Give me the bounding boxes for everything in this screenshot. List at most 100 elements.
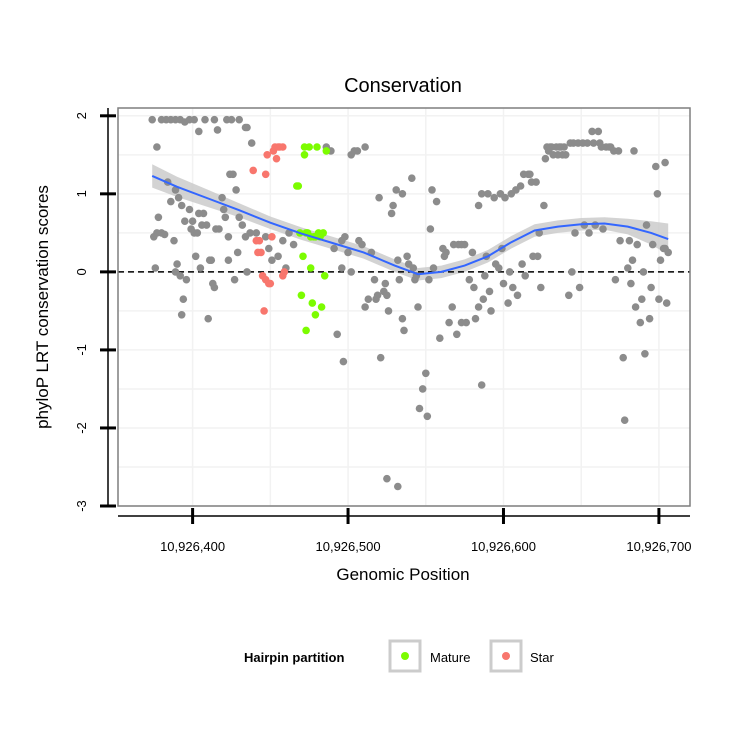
data-point-other [190, 115, 198, 124]
data-point-star [263, 151, 272, 159]
data-point-other [516, 182, 525, 190]
data-point-other [429, 264, 438, 272]
data-point-other [599, 225, 607, 233]
data-point-other [392, 186, 401, 194]
data-point-other [652, 162, 660, 171]
data-point-other [370, 275, 379, 284]
data-point-other [210, 115, 219, 124]
data-point-other [428, 186, 436, 194]
y-tick-label: 0 [74, 268, 89, 275]
data-point-other [521, 272, 529, 280]
data-point-other [224, 256, 233, 265]
data-point-other [561, 151, 570, 159]
data-point-mature [322, 147, 331, 155]
data-point-other [662, 299, 671, 307]
data-point-other [505, 268, 514, 276]
data-point-other [173, 260, 181, 268]
data-point-other [647, 283, 655, 292]
data-point-other [442, 248, 450, 257]
x-tick-label: 10,926,500 [316, 539, 381, 554]
data-point-other [289, 240, 298, 249]
data-point-other [414, 303, 422, 311]
data-point-mature [319, 229, 328, 237]
data-point-other [373, 291, 382, 300]
data-point-other [625, 236, 634, 245]
data-point-other [167, 197, 175, 206]
data-point-other [383, 291, 391, 300]
data-point-other [565, 291, 573, 300]
data-point-other [409, 264, 418, 272]
data-point-other [151, 264, 160, 272]
data-point-other [232, 186, 240, 194]
data-point-other [235, 213, 243, 222]
data-point-other [229, 170, 237, 179]
data-point-other [627, 279, 635, 288]
data-point-other [196, 264, 205, 272]
data-point-other [400, 326, 408, 335]
legend-dot-mature [401, 652, 409, 660]
data-point-other [436, 334, 444, 343]
data-point-other [154, 213, 163, 222]
x-tick-label: 10,926,400 [160, 539, 225, 554]
data-point-other [426, 225, 435, 233]
data-point-other [594, 127, 603, 136]
data-point-mature [305, 143, 314, 151]
data-point-other [353, 147, 362, 155]
data-point-other [274, 252, 282, 261]
data-point-other [485, 287, 494, 296]
data-point-star [260, 307, 268, 315]
data-point-other [526, 170, 534, 179]
data-point-star [257, 248, 265, 257]
data-point-other [347, 268, 356, 276]
data-point-other [191, 252, 200, 261]
data-point-other [210, 283, 219, 292]
x-tick-label: 10,926,600 [471, 539, 536, 554]
legend-title: Hairpin partition [244, 650, 344, 665]
data-point-other [589, 139, 598, 147]
data-point-other [177, 201, 186, 210]
data-point-other [246, 229, 254, 237]
data-point-other [338, 264, 346, 272]
data-point-other [468, 248, 477, 257]
data-point-other [361, 303, 369, 311]
data-point-other [479, 295, 488, 304]
data-point-other [199, 209, 208, 218]
data-point-mature [306, 264, 315, 272]
data-point-other [639, 268, 648, 276]
y-tick-label: 1 [74, 190, 89, 197]
data-point-other [474, 303, 483, 311]
data-point-other [560, 143, 568, 151]
data-point-other [344, 248, 352, 257]
data-point-other [227, 115, 236, 124]
data-point-mature [320, 272, 329, 280]
data-point-other [537, 283, 545, 292]
data-point-other [642, 221, 651, 229]
data-point-other [265, 244, 273, 253]
data-point-other [384, 307, 393, 315]
data-point-other [235, 115, 243, 124]
data-point-mature [297, 291, 306, 300]
data-point-other [233, 248, 242, 257]
data-point-other [484, 190, 492, 198]
data-point-other [513, 291, 522, 300]
data-point-other [518, 260, 526, 268]
data-point-other [648, 240, 657, 249]
data-point-other [585, 229, 593, 237]
data-point-other [445, 318, 453, 327]
data-point-other [204, 314, 212, 323]
data-point-other [636, 318, 645, 327]
data-point-other [641, 350, 649, 358]
plot-area [117, 107, 691, 507]
data-point-other [453, 330, 461, 339]
data-point-other [395, 275, 404, 284]
data-point-other [628, 256, 637, 265]
data-point-other [207, 256, 216, 265]
data-point-mature [313, 143, 321, 151]
data-point-mature [317, 303, 326, 311]
data-point-other [376, 353, 385, 362]
data-point-other [631, 303, 640, 311]
data-point-other [504, 299, 512, 307]
data-point-other [633, 240, 641, 249]
data-point-other [247, 139, 256, 147]
